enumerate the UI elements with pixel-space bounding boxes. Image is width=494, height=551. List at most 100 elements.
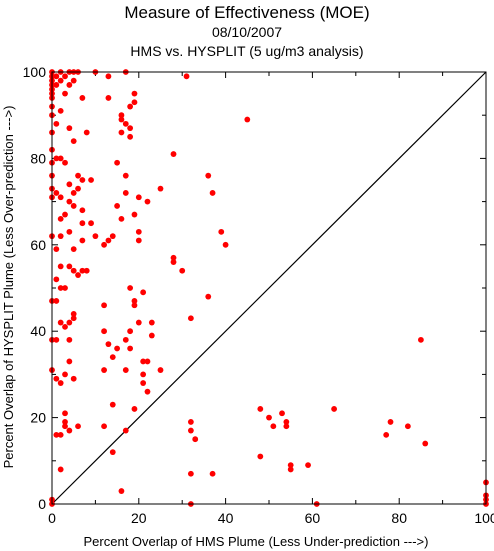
- data-point: [53, 276, 60, 283]
- data-point: [62, 410, 68, 417]
- data-point: [62, 73, 68, 80]
- data-points: [49, 69, 489, 507]
- data-point: [118, 215, 125, 222]
- data-point: [131, 406, 138, 412]
- data-point: [118, 112, 125, 119]
- data-point: [66, 181, 73, 188]
- data-point: [127, 345, 134, 352]
- data-point: [53, 298, 60, 304]
- data-point: [57, 77, 64, 84]
- data-point: [127, 133, 134, 140]
- data-point: [122, 172, 129, 179]
- data-point: [140, 380, 147, 386]
- data-point: [57, 194, 64, 201]
- data-point: [279, 410, 285, 417]
- data-point: [101, 302, 107, 309]
- data-point: [135, 237, 142, 244]
- data-point: [79, 177, 86, 183]
- data-point: [257, 406, 264, 412]
- data-point: [70, 375, 77, 382]
- x-tick-label: 80: [391, 510, 407, 526]
- y-tick-label: 20: [30, 410, 46, 426]
- data-point: [57, 319, 64, 326]
- reference-line-y-equals-x: [51, 71, 487, 505]
- data-point: [122, 367, 129, 373]
- data-point: [70, 267, 77, 274]
- x-tick-label: 40: [218, 510, 234, 526]
- data-point: [66, 125, 73, 132]
- data-point: [135, 228, 142, 235]
- data-point: [170, 151, 177, 157]
- data-point: [187, 315, 194, 322]
- x-tick-label: 60: [305, 510, 321, 526]
- data-point: [114, 345, 120, 352]
- data-point: [287, 466, 294, 473]
- data-point: [66, 336, 73, 343]
- y-tick-label: 0: [38, 496, 46, 512]
- data-point: [79, 220, 86, 227]
- data-point: [57, 263, 64, 270]
- data-point: [135, 194, 142, 201]
- data-point: [70, 315, 77, 322]
- data-point: [209, 470, 216, 477]
- data-point: [122, 190, 129, 196]
- data-point: [222, 241, 229, 248]
- data-point: [75, 423, 81, 430]
- data-point: [57, 215, 64, 222]
- data-point: [105, 341, 112, 348]
- data-point: [53, 82, 60, 88]
- data-point: [88, 177, 94, 183]
- data-point: [114, 203, 120, 209]
- data-point: [122, 336, 129, 343]
- chart-subtitle-date: 08/10/2007: [212, 24, 282, 40]
- data-point: [144, 388, 151, 395]
- plot-frame: [51, 71, 487, 505]
- data-point: [205, 293, 212, 300]
- data-point: [105, 73, 112, 80]
- data-point: [122, 427, 129, 434]
- data-point: [66, 198, 73, 205]
- data-point: [92, 233, 99, 240]
- chart-title: Measure of Effectiveness (MOE): [124, 3, 369, 22]
- data-point: [53, 336, 60, 343]
- data-point: [53, 73, 60, 80]
- data-point: [83, 267, 90, 274]
- data-point: [62, 371, 68, 378]
- data-point: [131, 302, 138, 309]
- data-point: [114, 159, 120, 166]
- data-point: [118, 488, 125, 494]
- data-point: [66, 358, 73, 365]
- data-point: [53, 375, 60, 382]
- data-point: [418, 336, 424, 343]
- data-point: [57, 466, 64, 473]
- data-point: [305, 462, 311, 469]
- data-point: [140, 358, 147, 365]
- data-point: [57, 285, 64, 291]
- data-point: [57, 107, 64, 114]
- data-point: [144, 358, 151, 365]
- data-point: [122, 120, 129, 127]
- data-point: [148, 332, 155, 339]
- data-point: [144, 198, 151, 205]
- data-point: [148, 319, 155, 326]
- data-point: [66, 228, 73, 235]
- data-point: [66, 427, 73, 434]
- data-point: [131, 90, 138, 97]
- data-point: [79, 237, 86, 244]
- data-point: [131, 99, 138, 106]
- data-point: [57, 155, 64, 162]
- data-point: [88, 220, 94, 227]
- data-point: [66, 263, 73, 270]
- data-point: [53, 431, 60, 438]
- data-point: [135, 319, 142, 326]
- data-point: [101, 367, 107, 373]
- data-point: [109, 449, 116, 456]
- data-point: [140, 371, 147, 378]
- data-point: [157, 367, 164, 373]
- data-point: [127, 328, 134, 335]
- data-point: [209, 190, 216, 196]
- data-point: [101, 423, 107, 430]
- y-tick-label: 100: [23, 64, 47, 80]
- data-point: [157, 185, 164, 192]
- data-point: [127, 103, 134, 110]
